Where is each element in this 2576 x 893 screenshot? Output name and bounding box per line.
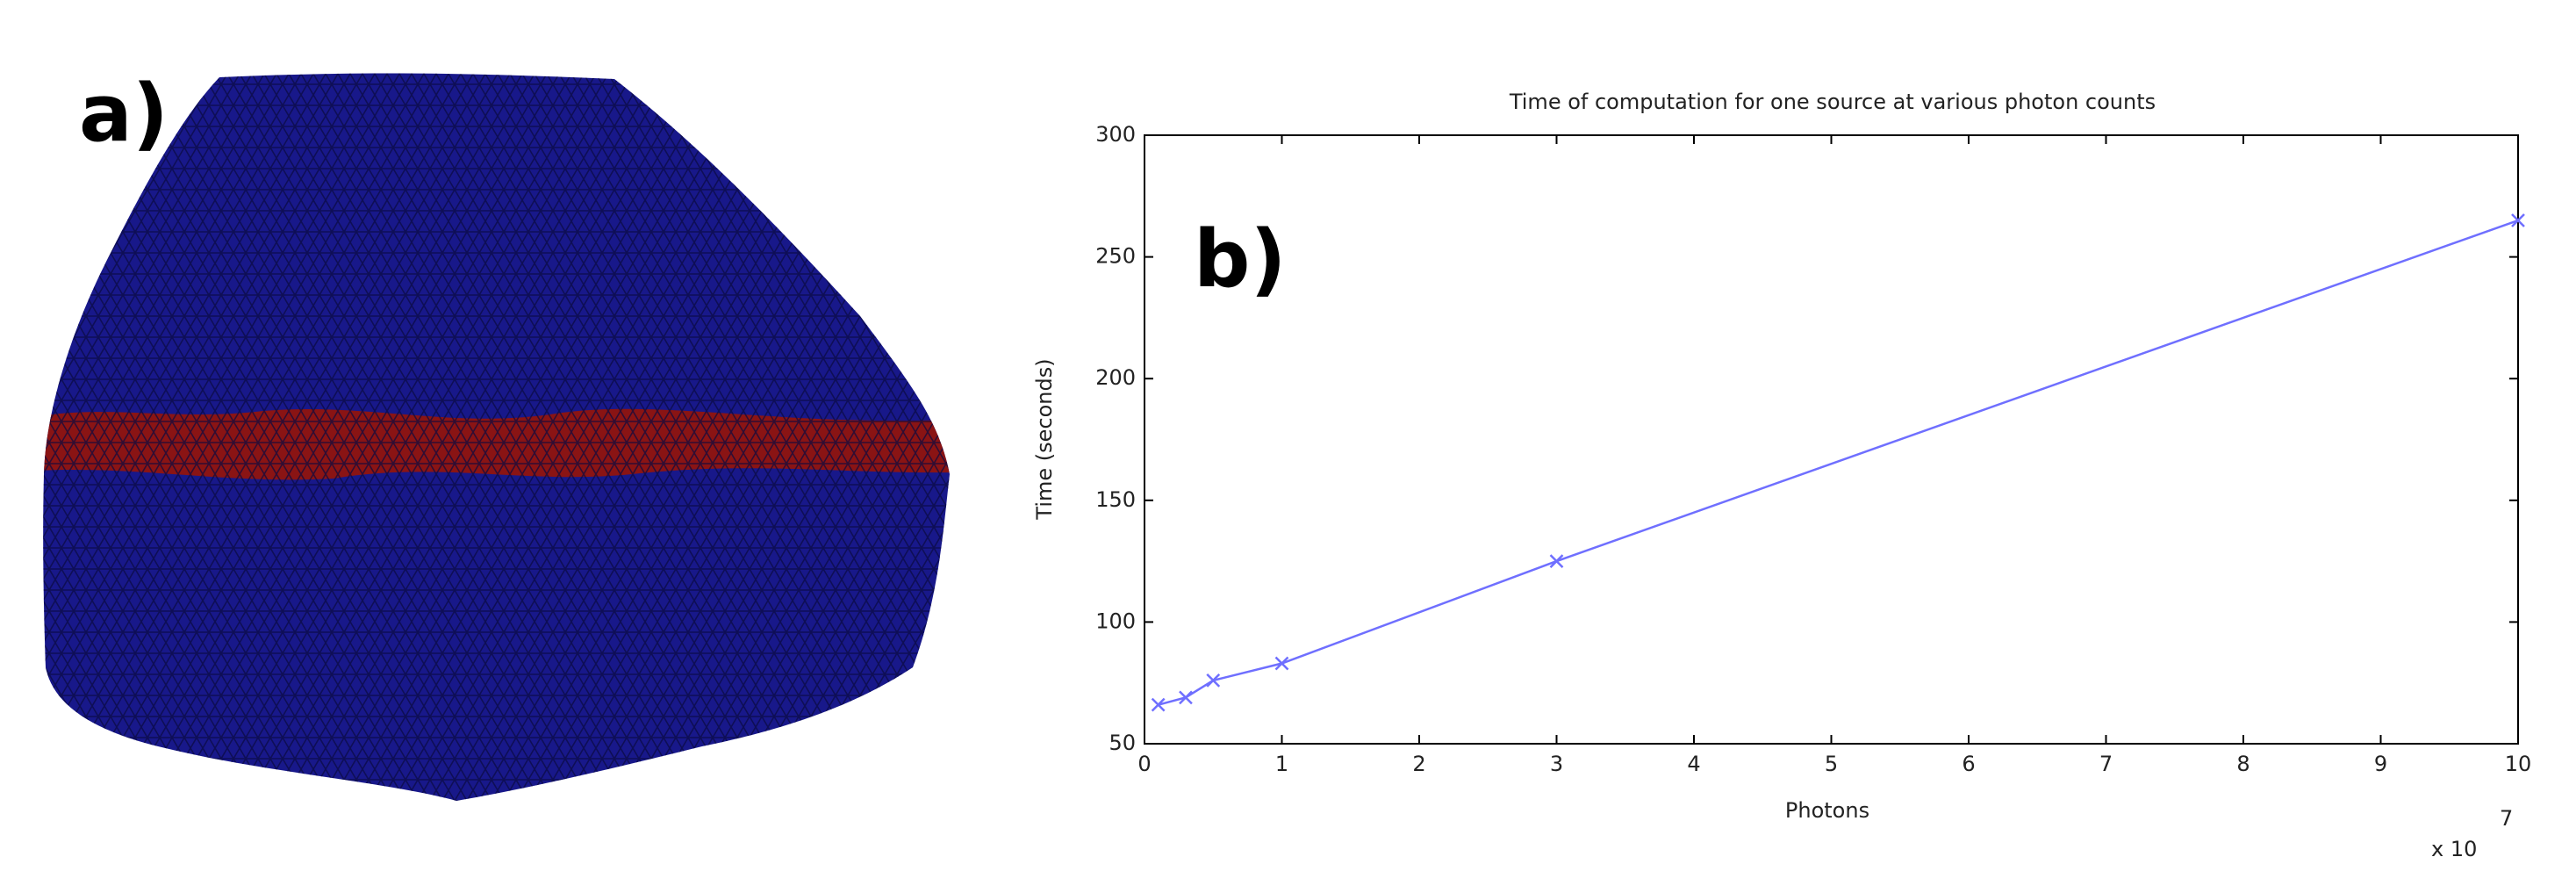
- panel-label: a): [79, 68, 169, 160]
- mesh-lines: [43, 73, 950, 801]
- x-multiplier-exponent: 7: [2500, 806, 2513, 831]
- y-tick-label: 300: [1095, 122, 1136, 147]
- x-tick-label: 5: [1825, 752, 1838, 776]
- marker: [1206, 673, 1221, 688]
- chart-title: Time of computation for one source at va…: [1509, 90, 2156, 114]
- marker: [1274, 656, 1289, 671]
- x-tick-label: 4: [1687, 752, 1700, 776]
- marker: [1179, 690, 1193, 705]
- x-tick-label: 1: [1275, 752, 1288, 776]
- x-tick-label: 8: [2236, 752, 2250, 776]
- plot-frame: [1144, 134, 2519, 745]
- x-tick-label: 10: [2505, 752, 2532, 776]
- x-tick-label: 0: [1137, 752, 1151, 776]
- x-multiplier: x 10: [2431, 837, 2477, 861]
- x-tick-label: 6: [1962, 752, 1975, 776]
- panel-label: b): [1194, 213, 1287, 306]
- x-tick-label: 3: [1550, 752, 1563, 776]
- line: [1158, 219, 2519, 706]
- marker: [1549, 554, 1564, 568]
- x-tick-label: 9: [2374, 752, 2387, 776]
- y-tick-label: 50: [1109, 731, 1136, 755]
- mesh-panel: [43, 73, 950, 801]
- x-tick-label: 2: [1412, 752, 1425, 776]
- y-tick-label: 250: [1095, 244, 1136, 269]
- y-axis-label: Time (seconds): [1032, 358, 1057, 520]
- x-tick-label: 7: [2099, 752, 2113, 776]
- marker: [2511, 213, 2525, 227]
- y-tick-label: 200: [1095, 365, 1136, 390]
- x-axis-label: Photons: [1785, 798, 1869, 823]
- marker: [1151, 697, 1166, 712]
- y-tick-label: 150: [1095, 487, 1136, 512]
- y-tick-label: 100: [1095, 609, 1136, 633]
